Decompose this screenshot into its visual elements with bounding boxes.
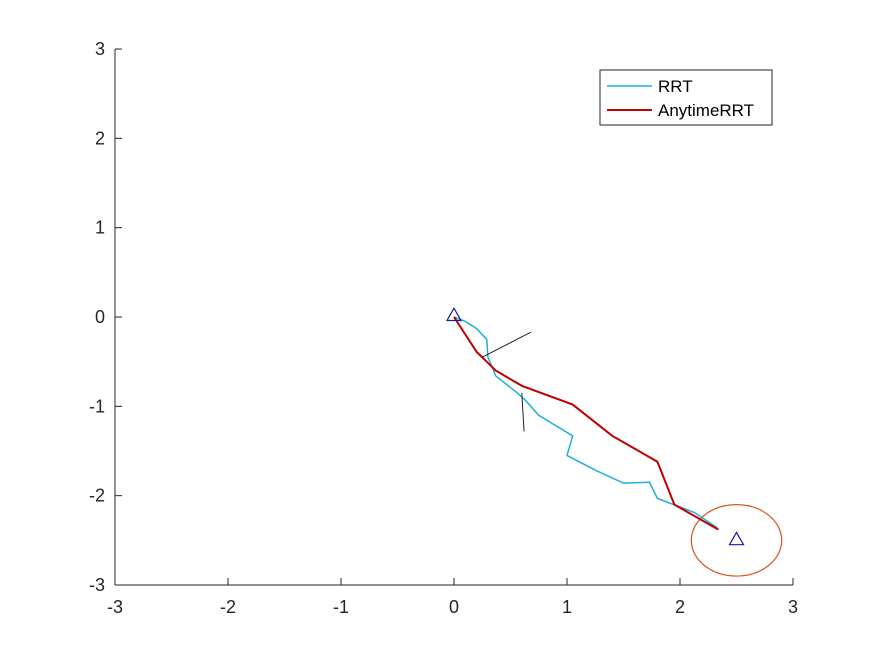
- y-tick-label: -1: [89, 396, 105, 416]
- y-tick-label: 1: [95, 218, 105, 238]
- x-tick-label: 1: [562, 597, 572, 617]
- axes: -3 -2 -1 0 1 2 3 3 2 1 0 -1 -2 -3: [89, 39, 798, 617]
- tree-branch-line-2: [482, 331, 532, 358]
- start-marker-triangle: [445, 307, 463, 322]
- legend-label-rrt: RRT: [658, 77, 693, 96]
- goal-marker-triangle: [728, 531, 745, 546]
- plot-area: [445, 307, 783, 577]
- legend: RRT AnytimeRRT: [599, 69, 773, 126]
- legend-label-anytimerrt: AnytimeRRT: [658, 101, 754, 120]
- y-tick-label: -3: [89, 575, 105, 595]
- x-tick-label: 3: [788, 597, 798, 617]
- x-tick-label: -2: [220, 597, 236, 617]
- y-tick-label: 3: [95, 39, 105, 59]
- tree-branch-line-3: [521, 392, 525, 432]
- legend-box: [599, 69, 773, 126]
- x-tick-label: -1: [333, 597, 349, 617]
- x-tick-label: -3: [107, 597, 123, 617]
- anytimerrt-path-line: [453, 316, 719, 531]
- y-tick-label: -2: [89, 486, 105, 506]
- y-tick-label: 0: [95, 307, 105, 327]
- rrt-path-line: [453, 316, 718, 529]
- x-tick-label: 0: [449, 597, 459, 617]
- y-tick-label: 2: [95, 128, 105, 148]
- goal-region-circle: [690, 503, 783, 577]
- x-tick-label: 2: [675, 597, 685, 617]
